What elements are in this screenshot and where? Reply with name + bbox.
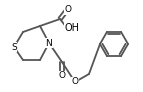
Text: O: O <box>72 77 79 86</box>
Text: N: N <box>46 38 52 47</box>
Text: O: O <box>58 71 65 80</box>
Text: OH: OH <box>64 23 80 33</box>
Text: S: S <box>11 43 17 52</box>
Text: O: O <box>64 6 72 15</box>
